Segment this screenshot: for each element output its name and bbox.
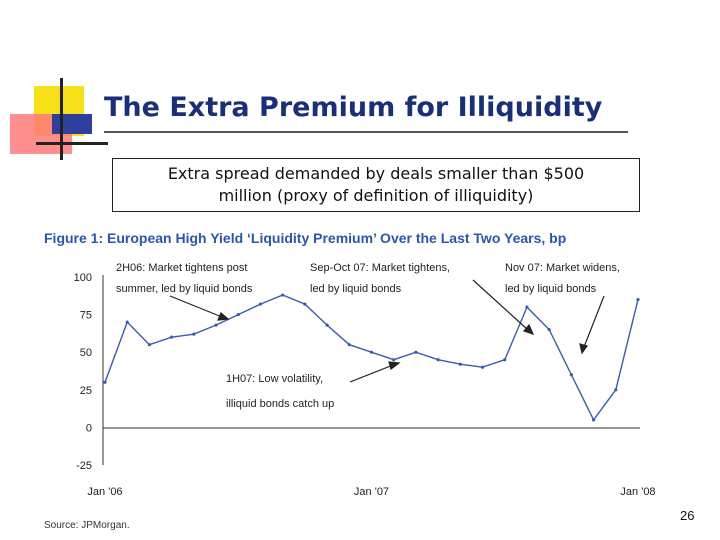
y-tick-label: -25	[76, 460, 92, 472]
callout-line-1: Extra spread demanded by deals smaller t…	[167, 164, 585, 183]
y-tick-label: 50	[80, 347, 92, 359]
data-point	[480, 365, 485, 369]
annotation-1h07-line2: illiquid bonds catch up	[226, 398, 334, 410]
x-tick-label: Jan '08	[620, 486, 655, 498]
y-tick-labels: 100 75 50 25 0 -25	[74, 272, 92, 472]
arrow-sepoct07	[472, 279, 529, 331]
data-point	[103, 380, 107, 384]
figure-title: Figure 1: European High Yield ‘Liquidity…	[44, 230, 567, 246]
data-point	[281, 293, 285, 297]
arrow-nov07	[583, 295, 605, 348]
callout-box: Extra spread demanded by deals smaller t…	[112, 158, 640, 212]
data-point	[325, 323, 329, 327]
arrowhead-1h07	[388, 361, 401, 371]
annotation-1h07-line1: 1H07: Low volatility,	[226, 373, 323, 385]
data-point	[458, 362, 462, 366]
series-line	[104, 294, 639, 422]
decor-horizontal-line	[36, 142, 108, 145]
data-point	[591, 418, 596, 422]
arrowhead-2h06	[217, 312, 230, 321]
data-point	[414, 350, 418, 354]
data-point	[525, 305, 529, 309]
decor-blue-square	[52, 114, 92, 134]
data-point	[392, 358, 396, 362]
data-point	[125, 320, 129, 324]
x-tick-label: Jan '07	[354, 486, 389, 498]
data-points	[103, 293, 640, 422]
arrow-2h06	[169, 295, 223, 318]
data-point	[214, 323, 218, 327]
annotation-sepoct07-line2: led by liquid bonds	[310, 283, 402, 295]
data-point	[614, 388, 618, 392]
annotation-nov07-line1: Nov 07: Market widens,	[505, 262, 620, 274]
annotation-2h06-line2: summer, led by liquid bonds	[116, 283, 253, 295]
slide-title: The Extra Premium for Illiquidity	[104, 92, 603, 123]
callout-line-2: million (proxy of definition of illiquid…	[218, 186, 534, 205]
arrowhead-nov07	[579, 343, 588, 355]
arrow-1h07	[349, 364, 394, 383]
page-number: 26	[680, 508, 695, 523]
data-point	[170, 335, 174, 339]
data-point	[258, 302, 263, 306]
annotation-nov07-line2: led by liquid bonds	[505, 283, 597, 295]
title-underline	[104, 131, 628, 133]
data-point	[147, 343, 152, 347]
decor-vertical-line	[60, 78, 63, 160]
data-point	[192, 332, 196, 336]
data-point	[436, 358, 440, 362]
y-tick-label: 25	[80, 385, 92, 397]
y-tick-label: 100	[74, 272, 92, 284]
y-tick-label: 0	[86, 422, 92, 434]
data-point	[503, 358, 507, 362]
x-tick-label: Jan '06	[87, 486, 122, 498]
y-tick-label: 75	[80, 310, 92, 322]
data-point	[547, 328, 551, 332]
x-tick-labels: Jan '06 Jan '07 Jan '08	[87, 486, 655, 498]
data-point	[569, 373, 573, 377]
data-point	[347, 343, 351, 347]
source-note: Source: JPMorgan.	[44, 520, 130, 531]
data-point	[369, 350, 374, 354]
data-point	[236, 313, 240, 317]
annotation-sepoct07-line1: Sep-Oct 07: Market tightens,	[310, 262, 450, 274]
arrowhead-sepoct07	[522, 323, 535, 335]
data-point	[636, 297, 640, 302]
data-point	[303, 302, 307, 306]
annotation-arrows	[169, 279, 605, 383]
annotation-2h06-line1: 2H06: Market tightens post	[116, 262, 247, 274]
chart: 100 75 50 25 0 -25 Jan '06 Jan '07 Jan '08 2H06…	[74, 262, 656, 498]
